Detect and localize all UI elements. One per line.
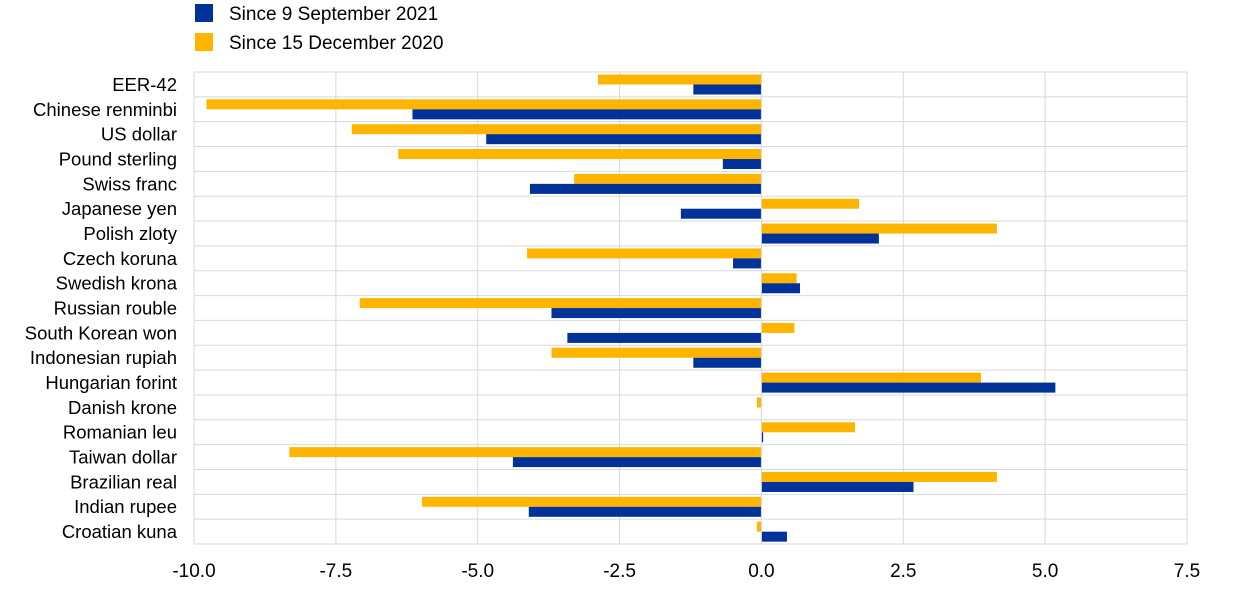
category-label: Indonesian rupiah	[30, 347, 177, 368]
category-label: Romanian leu	[63, 422, 177, 443]
category-label: Japanese yen	[62, 198, 177, 219]
category-label: Russian rouble	[54, 298, 177, 319]
bar	[528, 506, 762, 517]
bar	[289, 447, 762, 458]
bar	[693, 357, 762, 368]
category-label: Pound sterling	[59, 148, 177, 169]
bar	[722, 159, 762, 170]
plot-area: -10.0 -7.5 -5.0 -2.5 0.0 2.5 5.0 7.5 EER-42 Chine…	[25, 71, 1200, 582]
x-tick-label: 5.0	[1032, 561, 1058, 582]
bar	[761, 471, 997, 482]
category-label: Czech koruna	[63, 248, 178, 269]
bar	[761, 422, 856, 433]
bar	[761, 283, 801, 294]
legend-label-series-2: Since 15 December 2020	[229, 33, 443, 54]
bar	[756, 521, 762, 532]
bar	[574, 173, 762, 184]
bar	[761, 198, 860, 209]
x-tick-label: 2.5	[890, 561, 916, 582]
bar	[598, 74, 762, 85]
bar	[551, 347, 762, 358]
bar	[398, 149, 762, 160]
category-label: Danish krone	[68, 397, 177, 418]
category-label: Hungarian forint	[45, 372, 177, 393]
bar	[761, 322, 795, 333]
bar	[680, 208, 762, 219]
bar	[761, 531, 787, 542]
category-label: Polish zloty	[83, 223, 177, 244]
bar	[761, 233, 879, 244]
category-label: South Korean won	[25, 322, 177, 343]
category-label: Chinese renminbi	[33, 99, 177, 120]
legend: Since 9 September 2021 Since 15 December…	[195, 4, 443, 54]
category-label: Taiwan dollar	[69, 447, 177, 468]
bar	[412, 109, 762, 120]
category-label: Swedish krona	[56, 273, 178, 294]
bar	[693, 84, 762, 95]
bar	[761, 372, 982, 383]
category-label: Croatian kuna	[62, 521, 178, 542]
bar	[761, 273, 797, 284]
category-label: EER-42	[112, 74, 177, 95]
bar	[422, 496, 762, 507]
x-tick-label: 7.5	[1174, 561, 1200, 582]
bar	[756, 397, 762, 408]
category-label: Indian rupee	[74, 496, 177, 517]
bar	[761, 223, 997, 234]
bar	[567, 332, 762, 343]
bar	[761, 481, 914, 492]
bar	[512, 457, 762, 468]
legend-swatch-series-1	[195, 4, 213, 22]
bar	[529, 183, 762, 194]
x-tick-label: -5.0	[461, 561, 494, 582]
bar	[351, 124, 762, 135]
plot-border	[193, 71, 1188, 545]
bar	[761, 432, 764, 443]
bar	[527, 248, 762, 259]
bar	[761, 382, 1056, 393]
category-label: Swiss franc	[82, 173, 177, 194]
category-label: US dollar	[101, 124, 177, 145]
bar	[206, 99, 762, 110]
x-tick-label: -10.0	[172, 561, 215, 582]
category-label: Brazilian real	[70, 471, 177, 492]
bar	[733, 258, 762, 269]
legend-swatch-series-2	[195, 33, 213, 51]
bar	[359, 298, 762, 309]
x-tick-label: -7.5	[319, 561, 352, 582]
x-tick-label: 0.0	[748, 561, 774, 582]
bar	[486, 134, 762, 145]
bar	[551, 308, 762, 319]
legend-label-series-1: Since 9 September 2021	[229, 4, 438, 25]
x-tick-label: -2.5	[603, 561, 636, 582]
